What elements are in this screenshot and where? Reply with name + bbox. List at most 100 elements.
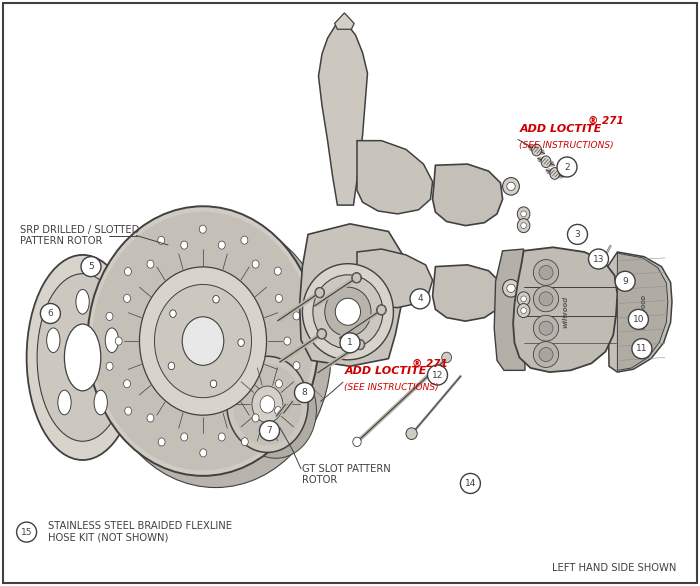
- Polygon shape: [357, 249, 433, 308]
- Ellipse shape: [88, 206, 318, 476]
- Text: wilwood: wilwood: [563, 295, 568, 328]
- Ellipse shape: [335, 298, 361, 325]
- Ellipse shape: [274, 407, 281, 415]
- Ellipse shape: [27, 255, 139, 460]
- Circle shape: [340, 333, 360, 353]
- Ellipse shape: [235, 362, 316, 458]
- Ellipse shape: [377, 305, 386, 315]
- Circle shape: [81, 257, 101, 277]
- Ellipse shape: [233, 363, 302, 445]
- Text: 3: 3: [575, 230, 580, 239]
- Circle shape: [461, 473, 480, 493]
- Ellipse shape: [252, 414, 259, 422]
- Ellipse shape: [227, 356, 308, 452]
- Ellipse shape: [517, 292, 530, 306]
- Ellipse shape: [218, 241, 225, 249]
- Ellipse shape: [355, 339, 365, 350]
- Ellipse shape: [302, 264, 393, 360]
- Text: ADD LOCTITE: ADD LOCTITE: [344, 366, 427, 376]
- Text: GT SLOT PATTERN
ROTOR: GT SLOT PATTERN ROTOR: [302, 464, 391, 485]
- Ellipse shape: [58, 390, 71, 415]
- Text: 9: 9: [622, 277, 628, 286]
- Text: 2: 2: [564, 162, 570, 172]
- Text: 15: 15: [21, 527, 32, 537]
- Ellipse shape: [521, 308, 526, 314]
- Ellipse shape: [106, 362, 113, 370]
- Text: ROCKWOOD: ROCKWOOD: [641, 294, 647, 329]
- Ellipse shape: [155, 284, 251, 398]
- Text: 4: 4: [417, 294, 423, 304]
- Ellipse shape: [116, 337, 122, 345]
- Polygon shape: [494, 249, 525, 370]
- Circle shape: [632, 339, 652, 359]
- Ellipse shape: [521, 223, 526, 229]
- Ellipse shape: [539, 265, 553, 280]
- Ellipse shape: [147, 260, 154, 268]
- Text: 6: 6: [48, 309, 53, 318]
- Text: ® 271: ® 271: [412, 359, 447, 369]
- Ellipse shape: [181, 241, 188, 249]
- Text: ® 271: ® 271: [588, 116, 624, 126]
- Polygon shape: [139, 357, 154, 411]
- Ellipse shape: [100, 218, 331, 488]
- Polygon shape: [617, 253, 668, 370]
- Ellipse shape: [252, 260, 259, 268]
- Ellipse shape: [541, 156, 551, 168]
- Polygon shape: [300, 224, 405, 366]
- Ellipse shape: [181, 433, 188, 441]
- Ellipse shape: [37, 274, 128, 441]
- Circle shape: [410, 289, 430, 309]
- Text: 14: 14: [465, 479, 476, 488]
- Ellipse shape: [139, 267, 267, 415]
- Ellipse shape: [168, 362, 174, 370]
- Text: 1: 1: [347, 338, 353, 347]
- Circle shape: [629, 309, 648, 329]
- Text: 12: 12: [432, 370, 443, 380]
- Ellipse shape: [47, 328, 60, 353]
- Ellipse shape: [539, 321, 553, 335]
- Text: 11: 11: [636, 344, 648, 353]
- Text: 8: 8: [302, 388, 307, 397]
- Ellipse shape: [169, 310, 176, 318]
- Ellipse shape: [316, 288, 324, 297]
- Ellipse shape: [106, 312, 113, 321]
- Polygon shape: [433, 265, 503, 321]
- Ellipse shape: [213, 295, 219, 303]
- Ellipse shape: [517, 304, 530, 318]
- Ellipse shape: [507, 284, 515, 292]
- Ellipse shape: [406, 428, 417, 440]
- Ellipse shape: [539, 292, 553, 306]
- Ellipse shape: [325, 287, 371, 336]
- Ellipse shape: [353, 437, 361, 447]
- Circle shape: [568, 224, 587, 244]
- Ellipse shape: [158, 438, 165, 446]
- Ellipse shape: [517, 207, 530, 221]
- Ellipse shape: [276, 294, 282, 302]
- Text: 7: 7: [267, 426, 272, 435]
- Ellipse shape: [517, 219, 530, 233]
- Ellipse shape: [125, 407, 132, 415]
- Ellipse shape: [241, 236, 248, 244]
- Ellipse shape: [92, 212, 314, 471]
- Ellipse shape: [105, 328, 118, 353]
- Ellipse shape: [442, 352, 452, 363]
- Text: SRP DRILLED / SLOTTED
PATTERN ROTOR: SRP DRILLED / SLOTTED PATTERN ROTOR: [20, 225, 139, 246]
- Ellipse shape: [503, 178, 519, 195]
- Ellipse shape: [147, 414, 154, 422]
- Ellipse shape: [276, 380, 282, 388]
- Ellipse shape: [64, 324, 101, 391]
- Ellipse shape: [533, 286, 559, 312]
- Polygon shape: [433, 164, 503, 226]
- Text: (SEE INSTRUCTIONS): (SEE INSTRUCTIONS): [344, 383, 439, 392]
- Text: ADD LOCTITE: ADD LOCTITE: [519, 124, 602, 134]
- Circle shape: [260, 421, 279, 441]
- Ellipse shape: [252, 386, 283, 423]
- Ellipse shape: [356, 340, 364, 349]
- Ellipse shape: [503, 280, 519, 297]
- Ellipse shape: [318, 329, 326, 339]
- Ellipse shape: [507, 182, 515, 190]
- Ellipse shape: [293, 312, 300, 320]
- Text: 13: 13: [593, 254, 604, 264]
- Ellipse shape: [550, 168, 560, 179]
- Circle shape: [295, 383, 314, 403]
